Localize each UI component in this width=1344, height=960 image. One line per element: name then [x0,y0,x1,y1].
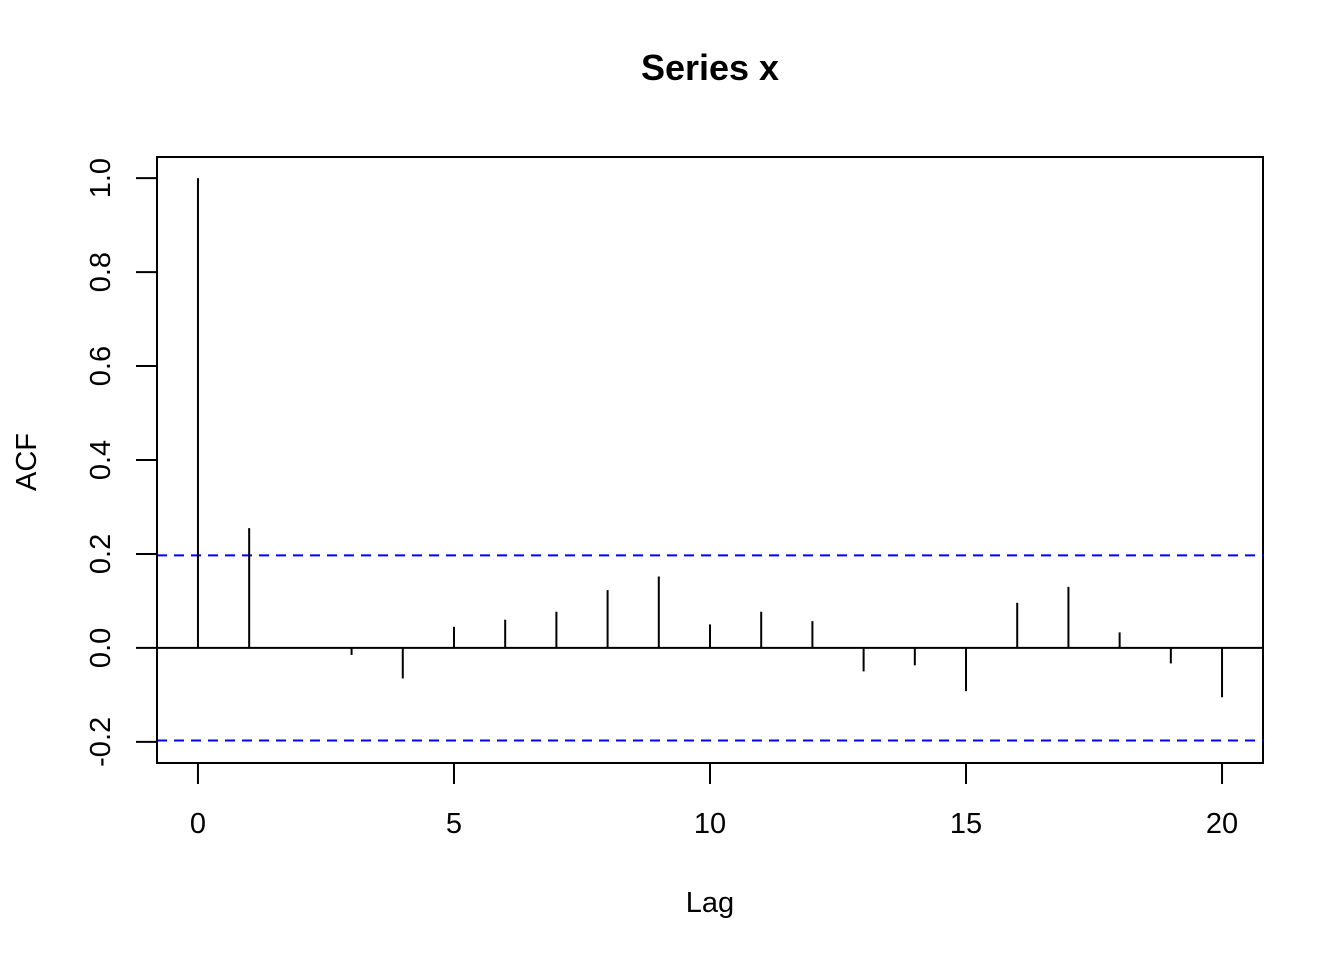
y-tick-label: -0.2 [85,717,117,767]
plot-frame [156,156,1264,764]
y-tick-label: 0.8 [85,252,117,292]
chart-title: Series x [641,47,779,88]
x-tick-label: 10 [694,808,726,840]
x-tick-label: 20 [1206,808,1238,840]
y-tick-label: 0.0 [85,628,117,668]
acf-bars [196,178,1224,698]
x-tick-label: 15 [950,808,982,840]
y-axis: -0.2 0.0 0.2 0.4 0.6 0.8 1.0 [85,158,158,767]
x-axis: 0 5 10 15 20 [190,762,1238,840]
y-tick-label: 0.2 [85,534,117,574]
x-tick-label: 0 [190,808,206,840]
y-tick-label: 1.0 [85,158,117,198]
x-tick-label: 5 [446,808,462,840]
y-axis-label: ACF [11,433,43,491]
y-tick-label: 0.4 [85,440,117,480]
y-tick-label: 0.6 [85,346,117,386]
confidence-lines [157,554,1263,742]
x-axis-label: Lag [686,887,734,919]
